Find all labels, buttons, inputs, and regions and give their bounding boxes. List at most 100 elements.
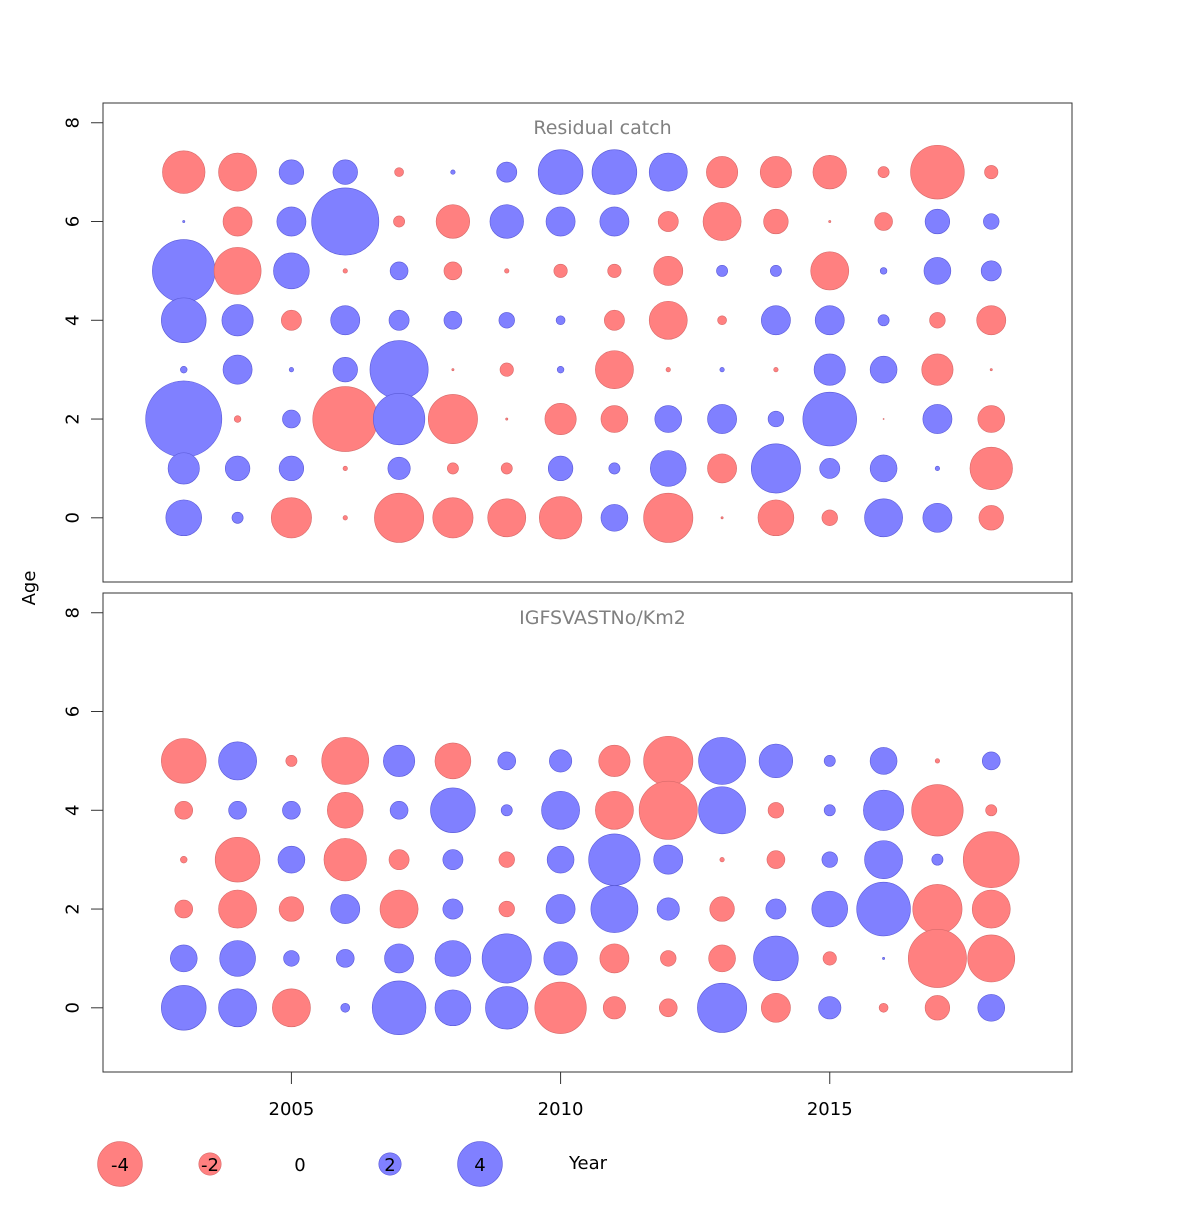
bubble-2003-age-3 [180, 365, 188, 374]
bubble-2006-age-4 [330, 305, 361, 336]
bubble-2009-age-5 [504, 268, 510, 274]
bubble-2015-age-3 [813, 353, 846, 386]
bubble-2004-age-1 [224, 455, 251, 482]
bubble-2012-age-2 [656, 897, 680, 921]
bubble-2004-age-0 [231, 511, 244, 524]
bubble-2016-age-1 [869, 454, 898, 483]
bubble-2012-age-4 [638, 780, 698, 840]
legend-bubble [198, 1152, 222, 1176]
bubble-2004-age-2 [218, 889, 257, 929]
bubble-2008-age-1 [447, 462, 459, 475]
bubble-2003-age-3 [180, 855, 188, 864]
bubble-2007-age-0 [371, 980, 427, 1035]
bubble-2008-age-5 [443, 261, 463, 281]
bubble-2005-age-0 [270, 497, 312, 539]
legend-label: -4 [111, 1155, 129, 1176]
bubble-2009-age-2 [505, 417, 509, 421]
bubble-2014-age-6 [763, 208, 789, 235]
bubble-2007-age-3 [369, 340, 429, 400]
y-tick-label: 6 [63, 706, 84, 717]
bubble-2014-age-4 [767, 802, 785, 819]
bubble-2005-age-2 [278, 896, 305, 922]
bubble-2017-age-6 [924, 208, 951, 235]
bubble-2008-age-5 [434, 742, 472, 780]
bubble-2011-age-1 [599, 943, 630, 974]
bubble-2018-age-1 [967, 934, 1016, 983]
bubble-2008-age-0 [432, 497, 474, 539]
bubble-2011-age-4 [604, 309, 625, 331]
bubble-2003-age-0 [161, 985, 207, 1031]
y-tick-label: 4 [63, 805, 84, 816]
bubble-2005-age-6 [276, 206, 307, 237]
bubble-2014-age-0 [761, 992, 791, 1023]
bubble-2009-age-5 [497, 751, 517, 771]
bubble-2016-age-7 [877, 166, 890, 179]
x-tick-label: 2010 [538, 1099, 584, 1120]
bubble-2018-age-0 [977, 994, 1005, 1022]
bubble-2016-age-5 [879, 267, 888, 275]
bubble-2007-age-4 [388, 309, 410, 331]
bubble-2014-age-3 [766, 850, 786, 869]
bubble-2006-age-5 [321, 737, 370, 785]
bubble-2018-age-5 [981, 751, 1001, 771]
bubble-2017-age-0 [922, 502, 953, 533]
bubble-2016-age-4 [863, 789, 905, 831]
bubble-2012-age-0 [643, 492, 694, 543]
bubble-2010-age-0 [539, 496, 583, 540]
bubble-2004-age-4 [228, 801, 247, 820]
bubble-2012-age-5 [643, 735, 694, 786]
bubble-2011-age-4 [595, 790, 634, 830]
bubble-2008-age-2 [427, 394, 478, 444]
bubble-2015-age-1 [819, 458, 841, 479]
bubble-2004-age-7 [218, 152, 257, 192]
bubble-2005-age-4 [282, 801, 301, 820]
bubble-2009-age-1 [500, 462, 513, 475]
bubble-2018-age-3 [989, 368, 993, 372]
bubble-2011-age-5 [598, 744, 631, 777]
bubble-2018-age-5 [980, 260, 1002, 282]
bubble-2005-age-2 [282, 409, 301, 429]
bubble-2015-age-4 [823, 804, 836, 817]
bubble-2013-age-1 [707, 453, 737, 484]
bubble-2004-age-0 [218, 988, 257, 1028]
bubble-2011-age-7 [591, 149, 638, 195]
bubble-2017-age-5 [923, 257, 952, 285]
bubble-2014-age-7 [759, 156, 792, 189]
bubble-2016-age-3 [869, 355, 898, 384]
bubble-2011-age-0 [600, 504, 629, 532]
bubble-2012-age-3 [665, 367, 671, 373]
bubble-2010-age-4 [555, 315, 566, 326]
bubble-2015-age-2 [802, 391, 857, 447]
bubble-2013-age-0 [697, 982, 748, 1033]
bubble-2006-age-1 [342, 465, 348, 471]
bubble-2013-age-5 [716, 264, 728, 277]
bubble-2012-age-5 [653, 256, 684, 286]
bubble-2011-age-0 [602, 996, 626, 1020]
bubble-2010-age-5 [553, 263, 568, 278]
bubble-2016-age-0 [864, 498, 903, 538]
bubble-2011-age-6 [599, 206, 630, 237]
panel-1: Residual catch 0 2 4 6 8 [63, 102, 1073, 583]
bubble-2003-age-4 [161, 297, 207, 343]
bubble-2009-age-4 [498, 312, 515, 329]
bubble-2017-age-7 [910, 144, 965, 200]
bubble-2010-age-3 [546, 845, 575, 874]
bubble-2008-age-0 [434, 989, 472, 1027]
bubble-2017-age-1 [934, 465, 940, 471]
bubble-2009-age-0 [487, 498, 527, 538]
bubble-2010-age-2 [544, 403, 577, 436]
bubble-2018-age-4 [976, 305, 1007, 336]
bubble-2015-age-4 [814, 305, 845, 336]
bubble-2017-age-2 [922, 404, 953, 434]
bubble-2017-age-4 [911, 784, 964, 837]
y-tick-label: 8 [63, 117, 84, 128]
bubble-2014-age-4 [761, 305, 791, 336]
bubble-2011-age-1 [608, 462, 621, 475]
bubble-2016-age-1 [882, 957, 886, 960]
bubble-2009-age-1 [481, 933, 532, 984]
bubble-2004-age-3 [214, 836, 261, 883]
bubble-2007-age-6 [393, 215, 405, 228]
bubble-2005-age-3 [288, 367, 294, 373]
bubble-2009-age-7 [496, 161, 518, 183]
bubble-2013-age-4 [698, 786, 746, 835]
